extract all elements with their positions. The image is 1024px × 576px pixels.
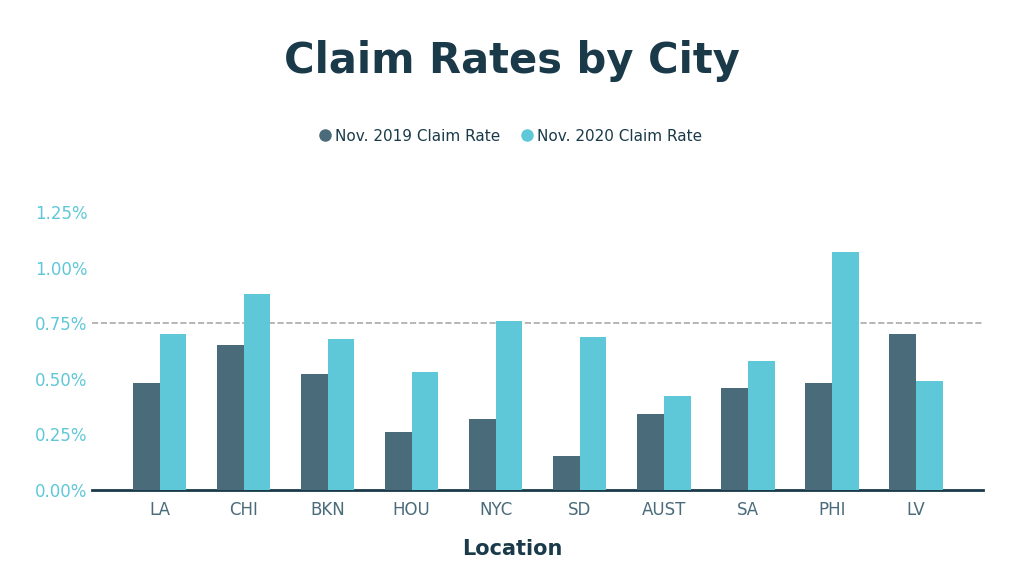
Bar (748, 361, 774, 490)
Bar (831, 252, 858, 490)
Bar (664, 396, 690, 490)
Bar (412, 372, 438, 490)
Bar (580, 336, 606, 490)
Bar (301, 374, 328, 490)
Bar (160, 334, 186, 490)
Bar (217, 346, 244, 490)
Bar (637, 414, 664, 490)
Bar (328, 339, 354, 490)
Text: Location: Location (462, 539, 562, 559)
Text: Claim Rates by City: Claim Rates by City (284, 40, 740, 82)
Bar (496, 321, 522, 490)
Bar (469, 419, 496, 490)
Bar (133, 383, 160, 490)
Bar (889, 334, 915, 490)
Bar (244, 294, 270, 490)
Bar (915, 381, 942, 490)
Bar (553, 456, 580, 490)
Bar (721, 388, 748, 490)
Legend: Nov. 2019 Claim Rate, Nov. 2020 Claim Rate: Nov. 2019 Claim Rate, Nov. 2020 Claim Ra… (315, 123, 709, 150)
Bar (805, 383, 831, 490)
Bar (385, 432, 412, 490)
